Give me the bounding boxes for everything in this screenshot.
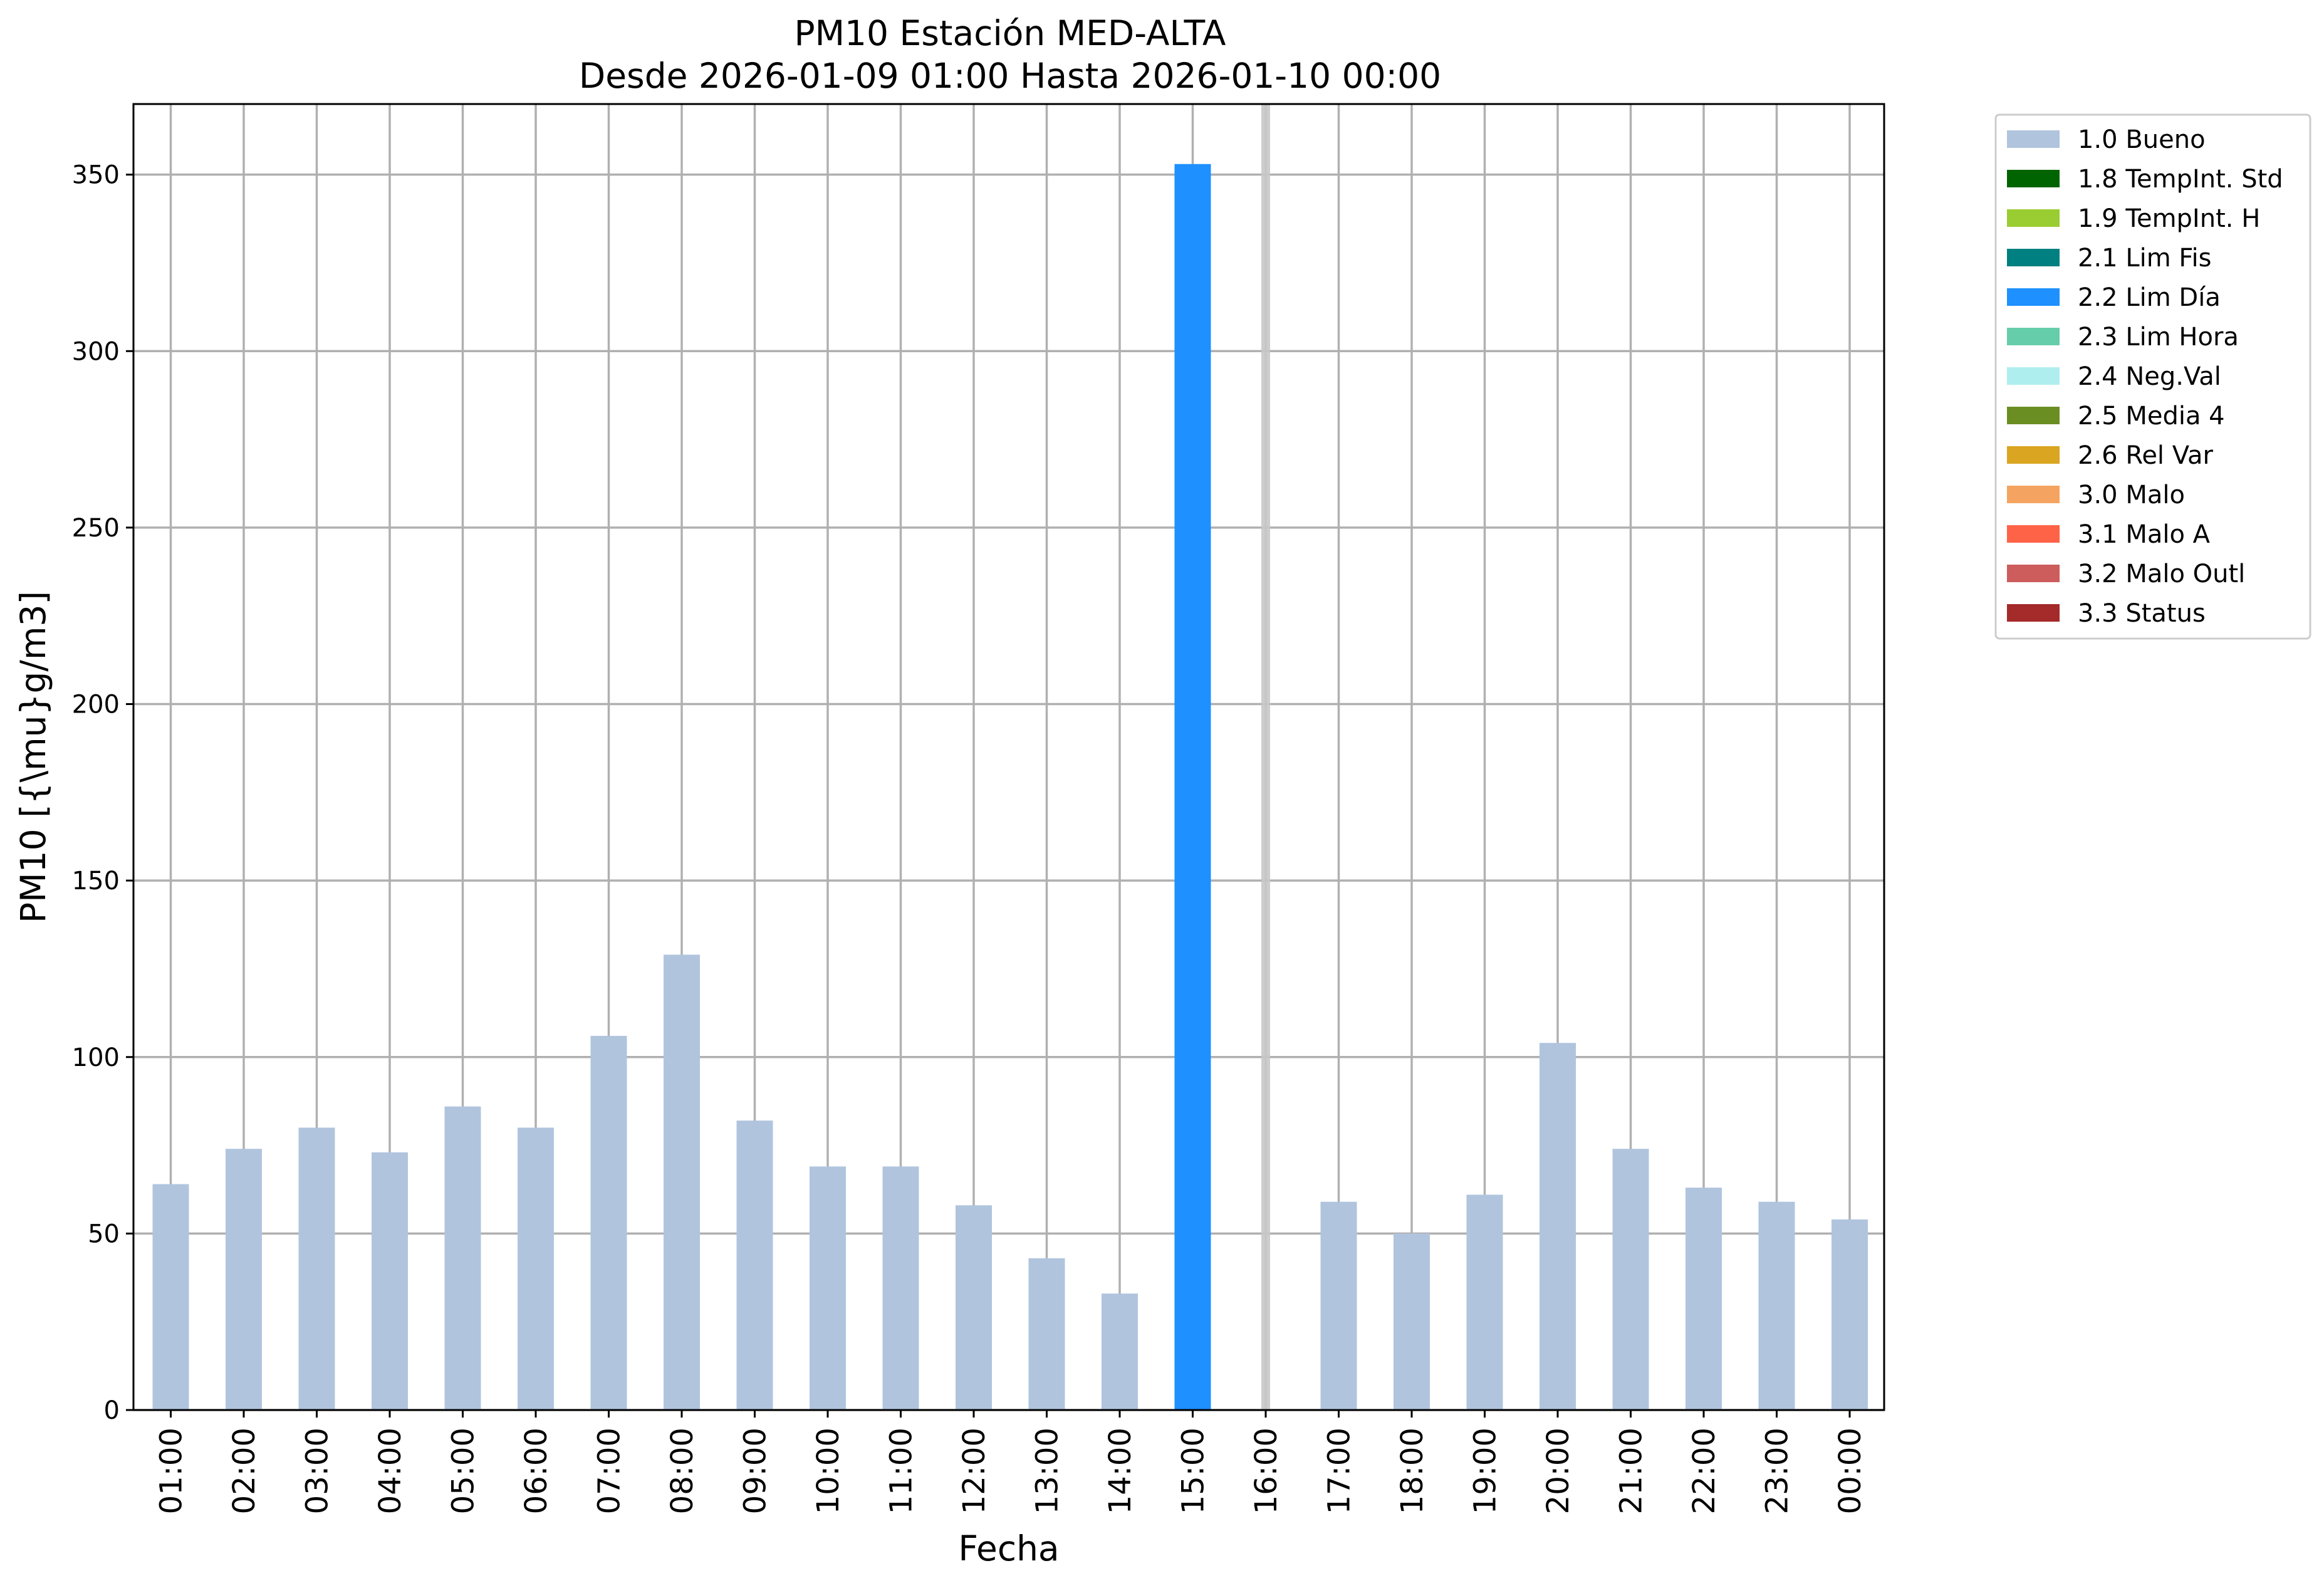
- y-tick-label: 300: [72, 337, 120, 366]
- bar-1400: [1102, 1293, 1138, 1410]
- bar-0600: [518, 1127, 554, 1410]
- bar-0100: [152, 1184, 189, 1410]
- legend-label: 1.8 TempInt. Std: [2078, 165, 2283, 194]
- x-tick-label: 20:00: [1541, 1428, 1576, 1514]
- legend-swatch: [2007, 446, 2060, 464]
- legend-label: 3.0 Malo: [2078, 481, 2185, 509]
- x-tick-label: 10:00: [811, 1428, 846, 1514]
- legend-swatch: [2007, 249, 2060, 266]
- legend-label: 2.1 Lim Fis: [2078, 244, 2211, 273]
- y-tick-label: 150: [72, 867, 120, 896]
- y-axis-label: PM10 [{\mu}g/m3]: [13, 591, 53, 923]
- bar-0800: [664, 954, 700, 1410]
- y-tick-label: 250: [72, 514, 120, 543]
- bars: [152, 164, 1868, 1410]
- bar-2100: [1612, 1149, 1649, 1410]
- x-tick-label: 18:00: [1395, 1428, 1430, 1514]
- y-tick-label: 100: [72, 1043, 120, 1072]
- legend-label: 3.2 Malo Outl: [2078, 560, 2245, 588]
- bar-2200: [1686, 1188, 1722, 1410]
- legend-items: 1.0 Bueno 1.8 TempInt. Std 1.9 TempInt. H 2…: [2007, 125, 2283, 628]
- legend-label: 3.1 Malo A: [2078, 520, 2211, 549]
- y-tick-label: 0: [104, 1396, 120, 1425]
- x-tick-label: 00:00: [1833, 1428, 1868, 1514]
- x-tick-label: 06:00: [519, 1428, 554, 1514]
- legend-label: 2.5 Media 4: [2078, 402, 2225, 431]
- x-tick-label: 17:00: [1322, 1428, 1357, 1514]
- legend-frame: [1994, 113, 2311, 640]
- bar-2000: [1540, 1043, 1576, 1410]
- x-tick-label: 12:00: [957, 1428, 992, 1514]
- legend-swatch: [2007, 288, 2060, 306]
- x-tick-label: 22:00: [1687, 1428, 1722, 1514]
- bar-1500: [1174, 164, 1211, 1410]
- legend-swatch: [2007, 525, 2060, 543]
- legend-label: 2.2 Lim Día: [2078, 283, 2221, 312]
- x-tick-label: 04:00: [373, 1428, 408, 1514]
- legend-swatch: [2007, 604, 2060, 622]
- x-tick-label: 02:00: [227, 1428, 262, 1514]
- legend-swatch: [2007, 130, 2060, 148]
- legend-swatch: [2007, 486, 2060, 503]
- bar-1700: [1320, 1201, 1357, 1410]
- legend-swatch: [2007, 407, 2060, 424]
- bar-0500: [444, 1106, 481, 1410]
- x-tick-label: 01:00: [154, 1428, 189, 1514]
- legend-label: 2.6 Rel Var: [2078, 441, 2214, 470]
- missing-data-line: [1261, 104, 1270, 1410]
- legend-swatch: [2007, 565, 2060, 582]
- legend-swatch: [2007, 328, 2060, 345]
- y-axis-ticks: 0 50 100 150 200 250 300 350: [72, 161, 133, 1425]
- bar-0300: [298, 1127, 335, 1410]
- bar-0000: [1832, 1219, 1868, 1410]
- bar-1800: [1394, 1233, 1430, 1410]
- bar-0900: [736, 1120, 773, 1410]
- chart-title: PM10 Estación MED-ALTA: [794, 13, 1226, 53]
- bar-0700: [590, 1035, 627, 1410]
- missing-data-marker: [1261, 104, 1270, 1410]
- x-tick-label: 03:00: [300, 1428, 335, 1514]
- x-axis-label: Fecha: [958, 1528, 1059, 1569]
- x-tick-label: 16:00: [1249, 1428, 1284, 1514]
- legend-swatch: [2007, 209, 2060, 227]
- legend-label: 1.0 Bueno: [2078, 125, 2206, 154]
- x-tick-label: 23:00: [1760, 1428, 1795, 1514]
- y-tick-label: 50: [88, 1220, 120, 1248]
- bar-1900: [1466, 1194, 1503, 1410]
- bar-0200: [226, 1149, 262, 1410]
- chart-subtitle: Desde 2026-01-09 01:00 Hasta 2026-01-10 …: [579, 56, 1441, 96]
- legend-label: 2.3 Lim Hora: [2078, 323, 2239, 352]
- plot-area-frame: [132, 103, 1885, 1411]
- bar-1100: [882, 1166, 919, 1410]
- legend-swatch: [2007, 367, 2060, 385]
- x-tick-label: 13:00: [1030, 1428, 1065, 1514]
- legend-swatch: [2007, 170, 2060, 187]
- bar-0400: [372, 1152, 408, 1410]
- x-tick-label: 11:00: [884, 1428, 919, 1514]
- x-tick-label: 14:00: [1103, 1428, 1138, 1514]
- x-tick-label: 19:00: [1468, 1428, 1503, 1514]
- x-tick-label: 05:00: [446, 1428, 481, 1514]
- bar-2300: [1758, 1201, 1795, 1410]
- x-tick-label: 07:00: [592, 1428, 627, 1514]
- x-tick-label: 08:00: [665, 1428, 700, 1514]
- legend-label: 3.3 Status: [2078, 599, 2206, 628]
- legend-label: 2.4 Neg.Val: [2078, 362, 2221, 391]
- x-tick-label: 21:00: [1614, 1428, 1649, 1514]
- legend: 1.0 Bueno 1.8 TempInt. Std 1.9 TempInt. H 2…: [1994, 113, 2311, 640]
- y-tick-label: 350: [72, 161, 120, 190]
- bar-1300: [1028, 1258, 1065, 1410]
- x-axis-ticks: 01:00 02:00 03:00 04:00 05:00 06:00 07:00 08:00…: [154, 1410, 1868, 1514]
- x-tick-label: 15:00: [1176, 1428, 1211, 1514]
- y-tick-label: 200: [72, 691, 120, 719]
- legend-label: 1.9 TempInt. H: [2078, 204, 2260, 233]
- bar-1200: [956, 1205, 992, 1410]
- x-tick-label: 09:00: [738, 1428, 773, 1514]
- bar-1000: [810, 1166, 846, 1410]
